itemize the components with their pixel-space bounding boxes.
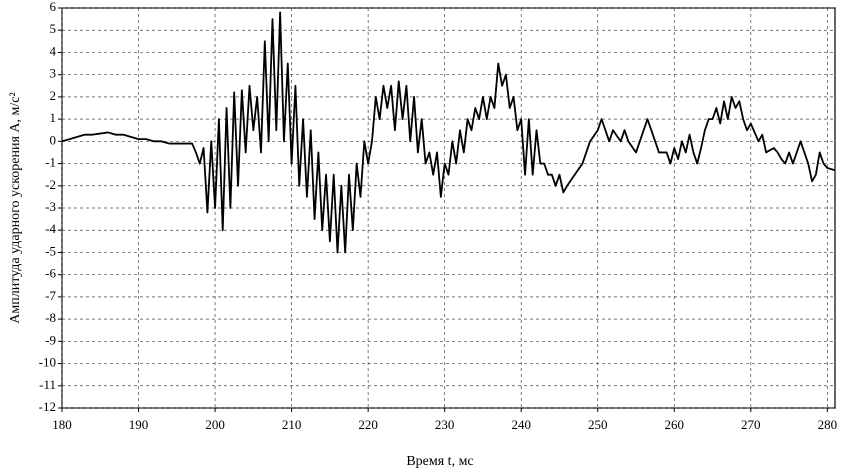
y-axis-label: Амплитуда ударного ускорения A, м/с² xyxy=(8,92,23,323)
data-line xyxy=(61,11,836,254)
y-tick-label: -5 xyxy=(45,243,56,258)
y-tick-label: -10 xyxy=(39,355,56,370)
y-tick-label: -8 xyxy=(45,310,56,325)
x-tick-label: 210 xyxy=(282,417,302,432)
x-tick-label: 260 xyxy=(665,417,685,432)
y-tick-label: 1 xyxy=(50,110,57,125)
y-tick-label: -6 xyxy=(45,266,56,281)
x-tick-label: 280 xyxy=(818,417,838,432)
x-tick-label: 180 xyxy=(52,417,72,432)
x-tick-label: 200 xyxy=(205,417,225,432)
y-tick-label: -1 xyxy=(45,155,56,170)
y-tick-label: -2 xyxy=(45,177,56,192)
x-axis-label: Время t, мс xyxy=(406,454,473,469)
y-tick-label: 4 xyxy=(50,43,57,58)
y-tick-label: -3 xyxy=(45,199,56,214)
y-tick-label: -4 xyxy=(45,221,56,236)
y-tick-label: 5 xyxy=(50,21,57,36)
y-tick-label: -9 xyxy=(45,332,56,347)
x-tick-label: 230 xyxy=(435,417,455,432)
y-tick-label: -7 xyxy=(45,288,56,303)
x-tick-label: 220 xyxy=(358,417,378,432)
y-tick-label: 3 xyxy=(50,66,57,81)
x-tick-label: 250 xyxy=(588,417,608,432)
y-tick-label: 6 xyxy=(50,0,57,14)
y-tick-label: -11 xyxy=(39,377,56,392)
y-tick-label: 2 xyxy=(50,88,57,103)
y-tick-label: -12 xyxy=(39,399,56,414)
x-tick-label: 270 xyxy=(741,417,761,432)
x-tick-label: 190 xyxy=(129,417,149,432)
y-tick-label: 0 xyxy=(50,132,57,147)
x-tick-label: 240 xyxy=(511,417,531,432)
